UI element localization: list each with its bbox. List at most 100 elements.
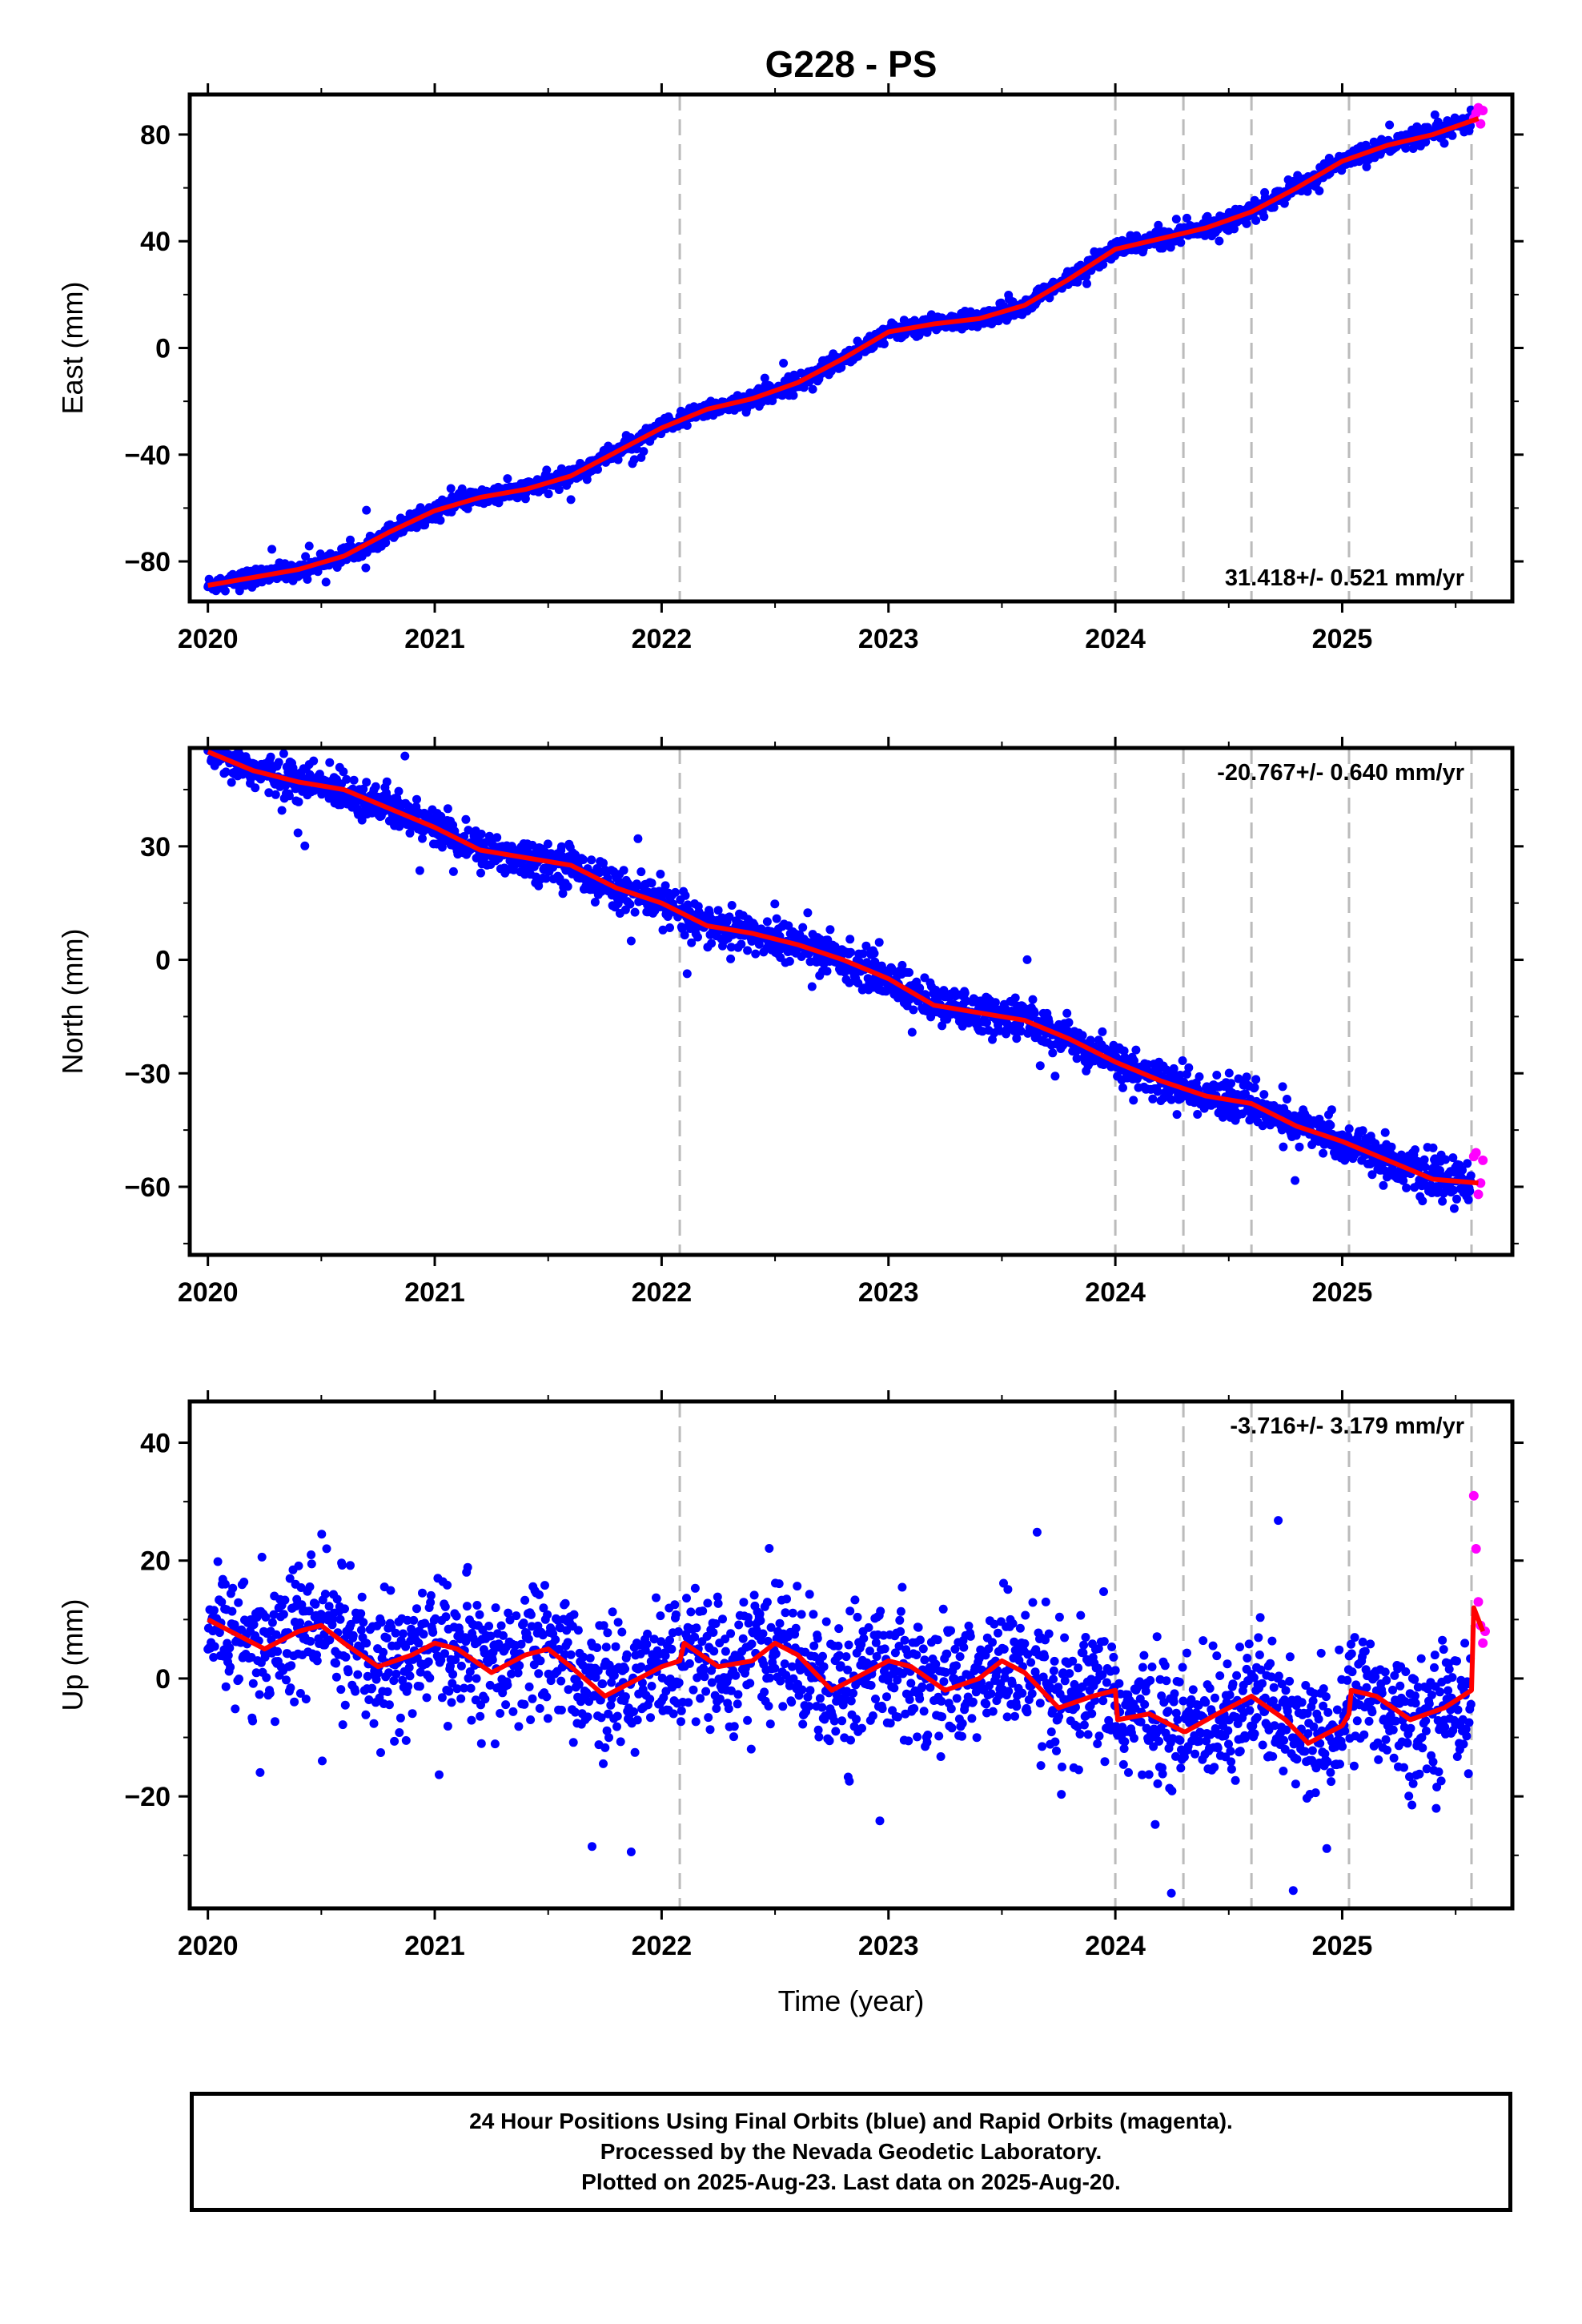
up-final-point (307, 1559, 316, 1569)
up-final-point (295, 1618, 305, 1627)
north-rapid-series (1468, 1148, 1488, 1200)
north-final-point (309, 756, 319, 766)
up-final-point (480, 1648, 489, 1658)
up-final-point (210, 1642, 219, 1651)
east-final-point (1315, 186, 1324, 195)
up-final-point (311, 1599, 320, 1609)
north-final-point (284, 791, 294, 801)
east-final-point (1385, 120, 1395, 130)
up-final-point (351, 1687, 360, 1696)
east-final-point (779, 359, 789, 368)
up-final-point (616, 1737, 625, 1747)
up-final-point (656, 1611, 665, 1621)
north-final-point (907, 1027, 917, 1037)
up-final-point (600, 1743, 610, 1752)
up-final-point (341, 1652, 351, 1662)
up-final-point (384, 1668, 394, 1678)
north-final-point (1418, 1196, 1427, 1206)
up-final-point (496, 1621, 506, 1630)
east-final-point (593, 464, 602, 474)
up-final-point (543, 1714, 552, 1723)
up-final-point (516, 1639, 526, 1649)
north-final-point (357, 815, 367, 825)
up-final-point (599, 1759, 608, 1768)
north-final-point (633, 834, 643, 843)
north-final-point (630, 907, 640, 917)
north-final-point (743, 946, 753, 955)
north-final-point (1251, 1075, 1261, 1084)
north-final-point (1250, 1083, 1259, 1092)
north-final-point (1295, 1142, 1304, 1152)
up-final-point (642, 1639, 652, 1649)
north-final-point (1169, 1063, 1178, 1073)
up-final-point (428, 1627, 438, 1637)
up-final-point (269, 1610, 279, 1619)
up-final-point (331, 1672, 341, 1682)
up-final-point (325, 1635, 335, 1645)
north-final-point (770, 899, 780, 909)
north-plot-area (203, 748, 1488, 1213)
north-final-point (726, 943, 736, 952)
north-final-point (266, 752, 275, 762)
east-final-point (446, 484, 456, 493)
north-final-point (590, 898, 600, 907)
up-final-point (528, 1694, 537, 1703)
up-final-point (524, 1682, 534, 1691)
up-final-point (294, 1561, 303, 1570)
north-final-point (762, 917, 772, 927)
up-final-point (337, 1561, 347, 1570)
up-final-point (582, 1689, 592, 1699)
up-final-point (556, 1705, 566, 1715)
north-final-point (1452, 1194, 1461, 1204)
north-final-point (599, 858, 608, 868)
north-final-point (274, 758, 283, 767)
north-final-point (625, 899, 635, 909)
up-final-point (598, 1679, 608, 1689)
north-final-point (587, 855, 596, 865)
east-final-point (1447, 131, 1457, 140)
up-final-point (485, 1680, 495, 1690)
up-final-point (249, 1620, 259, 1630)
up-final-point (271, 1717, 279, 1727)
north-xtick-label: 2025 (1312, 1277, 1373, 1308)
east-final-point (1269, 203, 1279, 212)
up-final-point (496, 1709, 505, 1718)
north-final-point (579, 855, 588, 864)
east-final-point (220, 586, 230, 596)
east-final-point (1421, 137, 1431, 147)
up-final-point (512, 1611, 521, 1621)
up-final-point (257, 1552, 267, 1562)
north-final-point (1166, 1095, 1176, 1104)
up-final-point (391, 1669, 401, 1679)
up-final-point (488, 1655, 497, 1665)
up-final-point (383, 1687, 392, 1696)
up-final-point (280, 1595, 290, 1605)
north-xtick-label: 2022 (632, 1277, 693, 1308)
up-final-point (367, 1683, 377, 1693)
up-final-point (599, 1621, 608, 1630)
north-final-point (1420, 1162, 1430, 1172)
up-final-point (546, 1676, 556, 1686)
up-final-point (223, 1651, 233, 1660)
up-final-point (209, 1653, 219, 1662)
up-final-point (386, 1586, 396, 1595)
up-final-point (557, 1663, 567, 1672)
north-final-point (822, 967, 832, 976)
up-final-point (508, 1707, 518, 1716)
up-final-point (304, 1606, 314, 1616)
up-final-point (535, 1590, 544, 1599)
up-final-point (251, 1668, 261, 1678)
up-final-point (230, 1620, 239, 1630)
north-final-point (825, 925, 835, 935)
up-final-point (361, 1710, 371, 1719)
up-final-point (630, 1747, 640, 1757)
north-final-point (846, 947, 855, 957)
up-final-point (420, 1618, 430, 1628)
up-final-point (571, 1707, 580, 1717)
up-final-point (560, 1598, 570, 1608)
up-final-point (604, 1733, 613, 1743)
north-final-point (1458, 1165, 1467, 1175)
up-final-point (515, 1661, 524, 1671)
north-xtick-label: 2020 (178, 1277, 239, 1308)
north-final-point (680, 931, 689, 940)
